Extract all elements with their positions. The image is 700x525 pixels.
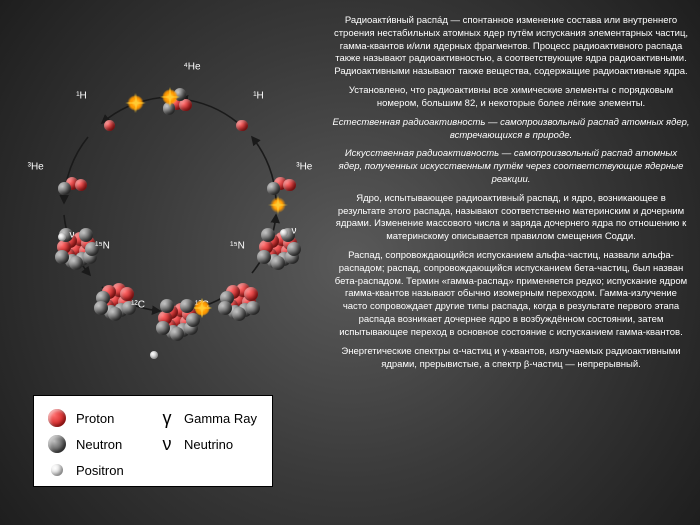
legend-proton-label: Proton bbox=[76, 411, 114, 426]
para-1: Радиоакти́вный распа́д — спонтанное изме… bbox=[332, 15, 690, 79]
legend-positron-label: Positron bbox=[76, 463, 124, 478]
positron-swatch bbox=[51, 464, 63, 476]
para-3: Естественная радиоактивность — самопроиз… bbox=[332, 117, 690, 143]
neutron-swatch bbox=[48, 435, 66, 453]
para-2: Установлено, что радиоактивны все химиче… bbox=[332, 85, 690, 111]
gamma-symbol: γ bbox=[156, 408, 178, 429]
neutrino-symbol: ν bbox=[156, 434, 178, 455]
para-5: Ядро, испытывающее радиоактивный распад,… bbox=[332, 193, 690, 244]
article-text: Радиоакти́вный распа́д — спонтанное изме… bbox=[332, 15, 690, 515]
legend-box: Proton Neutron Positron γ Gamma Ray ν Ne… bbox=[33, 395, 273, 487]
para-7: Энергетические спектры α-частиц и γ-кван… bbox=[332, 346, 690, 372]
legend-neutrino-label: Neutrino bbox=[184, 437, 233, 452]
legend-gamma-label: Gamma Ray bbox=[184, 411, 257, 426]
proton-swatch bbox=[48, 409, 66, 427]
decay-cycle-diagram: ⁴He¹H¹H³He³He¹⁵N¹⁵N¹²C¹²Cνν bbox=[10, 45, 330, 365]
para-6: Распад, сопровождающийся испусканием аль… bbox=[332, 250, 690, 340]
para-4: Искусственная радиоактивность — самопрои… bbox=[332, 148, 690, 186]
legend-neutron-label: Neutron bbox=[76, 437, 122, 452]
